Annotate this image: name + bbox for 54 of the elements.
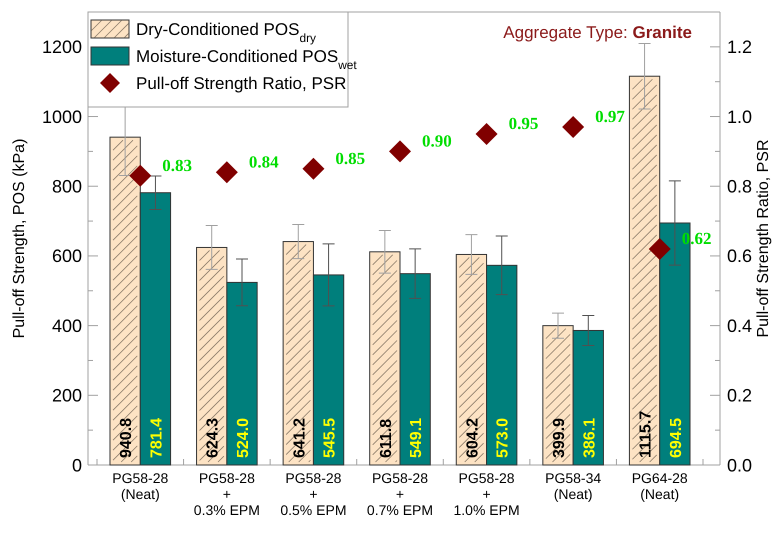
x-tick-label: PG58-28 + 1.0% EPM bbox=[454, 470, 520, 518]
y2-tick-label: 0.4 bbox=[727, 316, 752, 336]
data-label: 940.8 bbox=[118, 418, 136, 458]
data-label: 0.97 bbox=[595, 106, 626, 126]
y-tick-label: 600 bbox=[52, 246, 82, 266]
point bbox=[648, 238, 671, 260]
data-label: 0.90 bbox=[422, 131, 452, 150]
data-label: 1115.7 bbox=[638, 410, 655, 458]
data-label: 0.85 bbox=[335, 148, 366, 168]
point bbox=[302, 158, 324, 180]
data-label: 399.9 bbox=[550, 418, 568, 458]
data-label: 573.0 bbox=[494, 418, 512, 458]
data-label: 604.2 bbox=[464, 418, 482, 458]
data-label: 624.3 bbox=[204, 418, 222, 458]
data-label: 611.8 bbox=[378, 418, 395, 458]
y2-tick-label: 0.2 bbox=[727, 386, 752, 406]
y-tick-label: 1200 bbox=[42, 37, 82, 58]
point bbox=[476, 122, 498, 145]
data-label: 641.2 bbox=[291, 418, 308, 458]
point bbox=[129, 164, 152, 187]
data-label: 386.1 bbox=[581, 418, 598, 458]
data-label: 694.5 bbox=[668, 418, 685, 458]
y-tick-label: 0 bbox=[72, 455, 82, 476]
point bbox=[562, 116, 584, 138]
point bbox=[389, 140, 411, 162]
y-tick-label: 800 bbox=[52, 176, 82, 197]
y2-axis-title: Pull-off Strength Ratio, PSR bbox=[755, 139, 772, 338]
data-label: 0.95 bbox=[508, 114, 538, 133]
data-label: 524.0 bbox=[235, 418, 252, 458]
data-label: 781.4 bbox=[148, 418, 166, 458]
data-label: 549.1 bbox=[408, 418, 426, 458]
x-tick-label: PG58-34 (Neat) bbox=[545, 470, 602, 502]
y2-tick-label: 0.8 bbox=[727, 176, 752, 197]
legend-label: Pull-off Strength Ratio, PSR bbox=[136, 74, 346, 93]
x-tick-label: PG58-28 + 0.3% EPM bbox=[194, 470, 260, 518]
data-label: 545.5 bbox=[322, 418, 339, 458]
y2-tick-label: 0.0 bbox=[727, 455, 752, 476]
data-label: 0.84 bbox=[248, 152, 280, 172]
legend-label: Dry-Conditioned POS$_{dry}$ bbox=[136, 20, 316, 45]
point bbox=[216, 161, 238, 184]
y-tick-label: 400 bbox=[52, 316, 82, 336]
y-tick-label: 1000 bbox=[42, 106, 82, 127]
y2-tick-label: 0.6 bbox=[727, 246, 752, 266]
x-tick-label: PG58-28 (Neat) bbox=[112, 470, 169, 502]
x-tick-label: PG64-28 (Neat) bbox=[632, 470, 688, 502]
data-label: 0.83 bbox=[162, 156, 192, 175]
y-tick-label: 200 bbox=[52, 386, 82, 406]
annotation: Aggregate Type: Granite bbox=[503, 23, 692, 42]
y2-tick-label: 1.0 bbox=[727, 106, 752, 127]
x-tick-label: PG58-28 + 0.7% EPM bbox=[366, 470, 434, 518]
legend-label: Moisture-Conditioned POS$_{wet}$ bbox=[136, 46, 358, 72]
y-axis-title: Pull-off Strength, POS (kPa) bbox=[11, 138, 28, 338]
y2-tick-label: 1.2 bbox=[727, 37, 752, 58]
x-tick-label: PG58-28 + 0.5% EPM bbox=[280, 470, 346, 518]
